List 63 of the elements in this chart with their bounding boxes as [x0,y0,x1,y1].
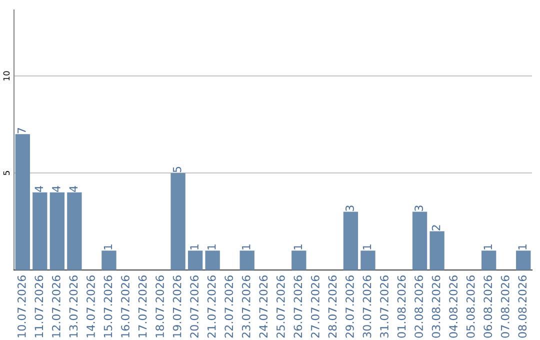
data-label: 4 [34,186,43,192]
data-label: 1 [484,244,492,250]
data-label: 1 [104,244,112,250]
data-label: 1 [362,244,372,250]
x-tick-label: 05.08.2026 [466,276,475,338]
data-label: 1 [242,244,250,250]
x-tick-label: 29.07.2026 [346,276,354,338]
data-label: 1 [208,244,216,250]
x-tick-label: 17.07.2026 [138,276,147,338]
x-tick-label: 26.07.2026 [294,276,302,338]
bar [292,250,306,270]
y-tick-label: 10 [3,71,10,80]
bar [516,250,531,270]
data-label: 5 [173,166,182,172]
x-tick-label: 31.07.2026 [380,276,388,338]
x-tick-label: 07.08.2026 [500,276,510,338]
bar [50,192,65,270]
x-tick-label: 06.08.2026 [484,276,492,338]
x-tick-label: 01.08.2026 [397,276,406,338]
x-tick-label: 19.07.2026 [172,276,182,338]
x-tick-label: 25.07.2026 [276,276,285,338]
data-label: 3 [346,206,354,211]
x-tick-label: 21.07.2026 [207,276,216,338]
bar [481,250,496,270]
x-tick-label: 30.07.2026 [362,276,372,338]
data-label: 4 [52,186,60,192]
data-label: 3 [414,206,423,211]
x-tick-label: 13.07.2026 [69,276,78,338]
x-tick-label: 08.08.2026 [518,276,527,338]
bar [240,250,254,270]
data-label: 7 [18,128,26,134]
x-tick-label: 27.07.2026 [310,276,320,338]
bar [412,212,428,270]
x-tick-label: 15.07.2026 [104,276,112,338]
x-tick-label: 16.07.2026 [121,276,130,338]
bar [188,250,203,270]
bar [67,192,82,270]
x-tick-label: 18.07.2026 [156,276,164,338]
bar [205,250,220,270]
x-tick-label: 24.07.2026 [259,276,268,338]
x-tick-label: 11.07.2026 [34,276,44,338]
data-label: 2 [432,225,440,230]
x-tick-label: 02.08.2026 [414,276,423,338]
x-tick-label: 23.07.2026 [242,276,250,338]
x-tick-label: 03.08.2026 [432,276,440,338]
bar [170,172,186,270]
x-tick-label: 12.07.2026 [52,276,60,338]
data-label: 1 [518,244,526,250]
bar [15,134,30,270]
data-label: 4 [69,186,78,192]
x-tick-label: 04.08.2026 [449,276,458,338]
x-tick-label: 14.07.2026 [86,276,95,338]
bar [360,250,376,270]
x-tick-label: 10.07.2026 [17,276,26,338]
x-tick-label: 28.07.2026 [328,276,337,338]
bar [102,250,116,270]
bar [430,231,444,270]
x-tick-label: 22.07.2026 [224,276,234,338]
data-label: 1 [190,244,198,250]
bar [32,192,48,270]
bar [343,212,358,270]
data-label: 1 [294,244,302,250]
x-tick-label: 20.07.2026 [190,276,199,338]
